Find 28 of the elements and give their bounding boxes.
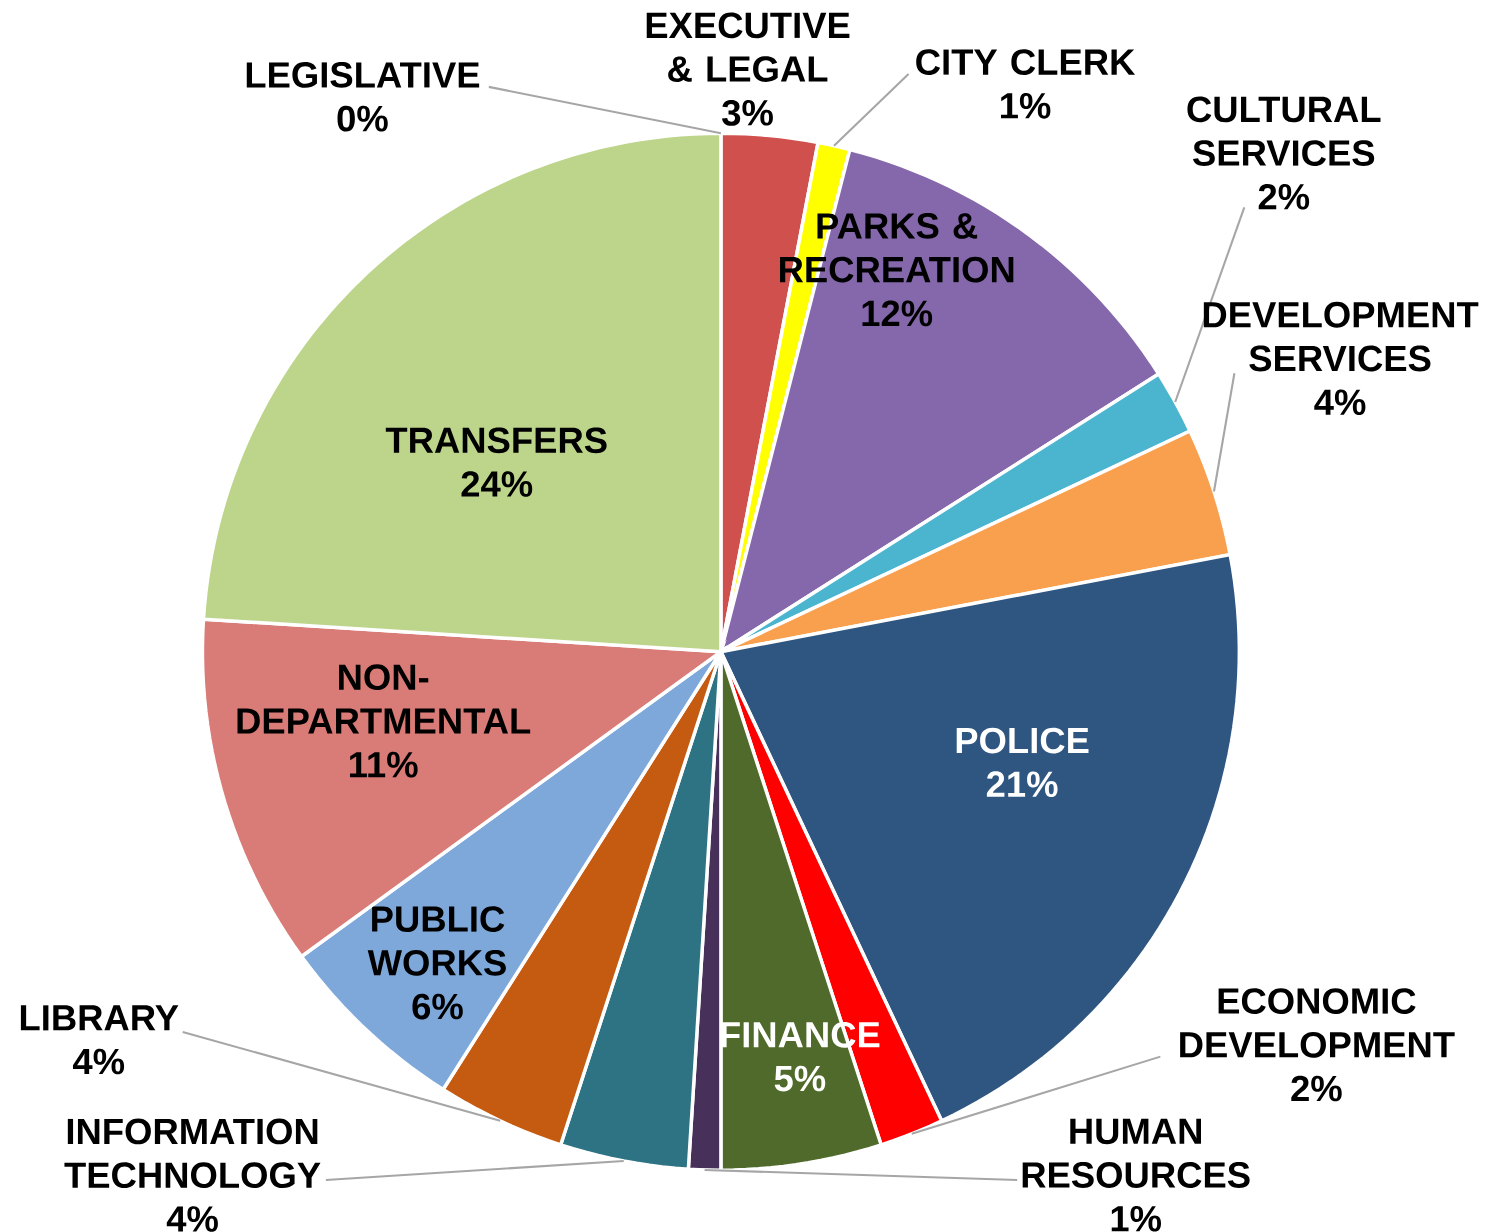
data-label: 6% (412, 993, 463, 1020)
slice-label: LIBRARY (20, 1005, 179, 1031)
data-label: 24% (461, 470, 533, 497)
data-label: 2% (1291, 1075, 1342, 1102)
data-label: 11% (349, 751, 418, 778)
category-label: LEGISLATIVE (246, 61, 480, 88)
data-label: 1% (1111, 1205, 1161, 1232)
slice-label: INFORMATION TECHNOLOGY (64, 1118, 321, 1188)
slice-label: HUMAN RESOURCES (1022, 1118, 1250, 1188)
slice-label: TRANSFERS (385, 427, 607, 454)
slice-label: DEVELOPMENT SERVICES (1203, 301, 1479, 372)
data-label: 2% (1258, 183, 1310, 210)
data-label: 5% (774, 1065, 826, 1092)
data-label: 4% (72, 1048, 125, 1075)
slice-label: PUBLIC WORKS (367, 906, 506, 976)
slice-label: POLICE (956, 727, 1089, 754)
data-label: 1% (1001, 92, 1051, 119)
slice-label: EXECUTIVE & LEGAL (646, 12, 850, 82)
data-label: 4% (1314, 389, 1366, 415)
slice-label: ECONOMIC DEVELOPMENT (1180, 988, 1455, 1058)
slice-label: CULTURAL SERVICES (1187, 96, 1381, 166)
data-label: 21% (986, 771, 1058, 797)
data-label: 3% (722, 99, 773, 126)
text: 0% (337, 105, 388, 132)
data-label: 12% (862, 300, 933, 326)
data-label: 4% (166, 1205, 218, 1232)
slice-label: NON-DEPARTMENTAL (237, 664, 531, 734)
slice-label: CITY CLERK (916, 49, 1136, 75)
